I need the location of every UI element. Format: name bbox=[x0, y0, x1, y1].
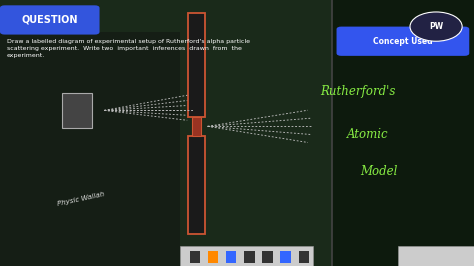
Text: Rutherford's: Rutherford's bbox=[320, 85, 396, 98]
Circle shape bbox=[410, 12, 462, 41]
Bar bbox=[188, 13, 205, 117]
FancyBboxPatch shape bbox=[0, 5, 100, 35]
Bar bbox=[332, 0, 474, 266]
Text: Atomic: Atomic bbox=[346, 128, 388, 141]
Bar bbox=[244, 251, 255, 263]
Bar bbox=[262, 251, 273, 263]
Bar bbox=[226, 251, 237, 263]
Bar bbox=[180, 246, 313, 266]
Bar bbox=[192, 117, 201, 136]
Text: Model: Model bbox=[361, 165, 398, 178]
Text: Lead
Plates: Lead Plates bbox=[186, 247, 207, 260]
Text: Concept Used: Concept Used bbox=[373, 37, 433, 46]
Bar bbox=[190, 251, 200, 263]
Text: PW: PW bbox=[429, 22, 443, 31]
Text: QUESTION: QUESTION bbox=[21, 15, 78, 25]
Text: Physic Wallah: Physic Wallah bbox=[56, 192, 105, 207]
Bar bbox=[208, 251, 218, 263]
Bar bbox=[398, 246, 474, 266]
Bar bbox=[188, 136, 205, 234]
FancyBboxPatch shape bbox=[337, 27, 469, 56]
Text: Draw a labelled diagram of experimental setup of Rutherford's alpha particle
sca: Draw a labelled diagram of experimental … bbox=[7, 39, 250, 58]
Bar bbox=[281, 251, 291, 263]
Bar bbox=[0, 32, 180, 266]
Bar bbox=[62, 93, 92, 128]
Bar bbox=[299, 251, 309, 263]
